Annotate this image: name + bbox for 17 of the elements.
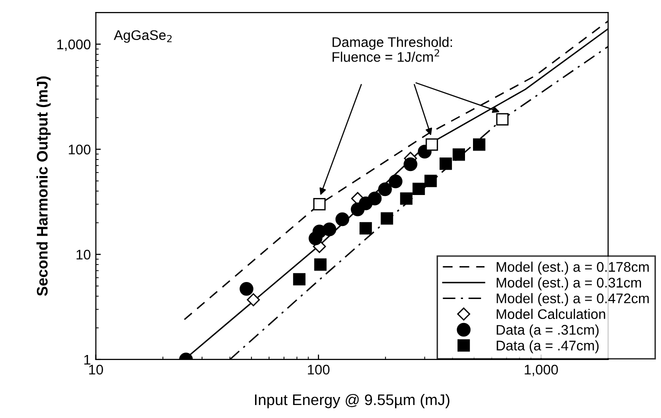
x-axis-title: Input Energy @ 9.55µm (mJ) [255, 394, 450, 408]
legend-label: Data (a = .31cm) [496, 324, 599, 338]
y-tick-label: 1 [84, 354, 90, 365]
x-tick-label: 100 [308, 364, 330, 375]
legend-label: Data (a = .47cm) [496, 340, 599, 354]
x-tick-label: 10 [89, 364, 104, 375]
legend-label: Model (est.) a = 0.178cm [496, 262, 649, 275]
y-tick-label: 100 [68, 144, 90, 154]
x-tick-label: 1,000 [524, 364, 558, 376]
legend-label: Model (est.) a = 0.472cm [496, 293, 649, 306]
y-tick-label: 10 [76, 250, 90, 260]
y-tick-label: 1,000 [57, 40, 90, 51]
legend-label: Model (est.) a = 0.31cm [496, 277, 641, 290]
annotation: Damage Threshold: Fluence = 1J/cm$^{2}$ [332, 36, 452, 62]
annotation: AgGaSe$_{2}$ [114, 30, 172, 43]
y-axis-title: Second Harmonic Output (mJ) [36, 76, 51, 296]
legend-label: Model Calculation [496, 308, 606, 320]
